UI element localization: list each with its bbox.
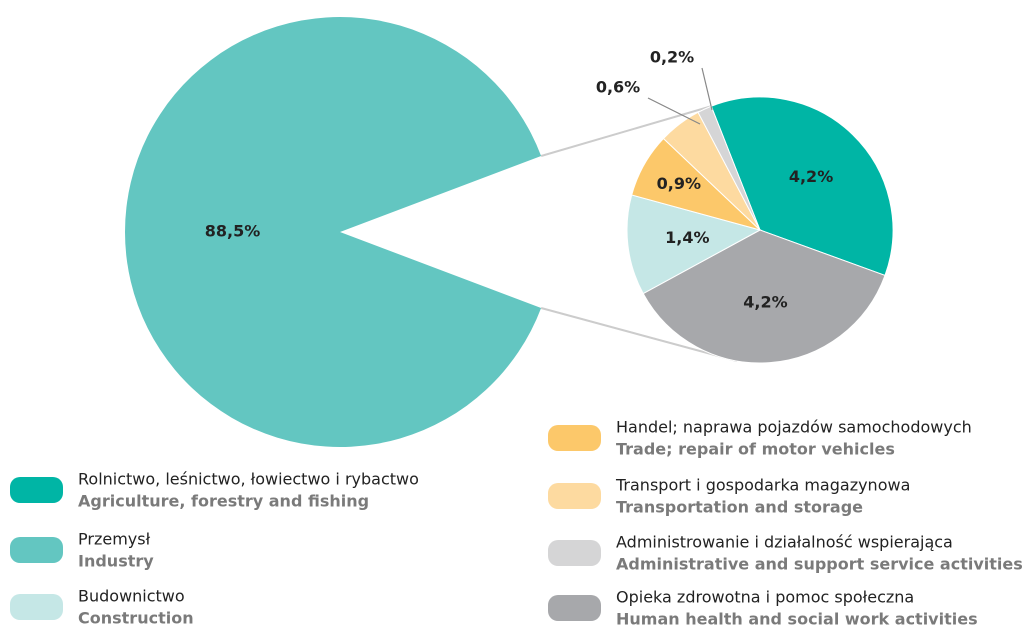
legend-label-en: Administrative and support service activ… [616,555,1022,574]
legend-label-en: Transportation and storage [616,498,863,517]
data-label: 4,2% [789,167,833,186]
legend-swatch [548,425,601,451]
legend-swatch [548,483,601,509]
legend-label: Transport i gospodarka magazynowa [615,476,910,495]
legend-label: Handel; naprawa pojazdów samochodowych [616,418,972,437]
connector [540,105,712,157]
data-label: 1,4% [665,228,709,247]
data-label: 4,2% [743,292,787,311]
data-label: 88,5% [205,222,261,241]
legend-swatch [10,594,63,620]
legend-label: Opieka zdrowotna i pomoc społeczna [616,588,914,607]
legend-label-en: Human health and social work activities [616,610,978,629]
pie-slice [125,16,542,447]
legend-swatch [10,537,63,563]
legend-label-en: Construction [78,609,194,628]
legend-label-en: Agriculture, forestry and fishing [78,492,369,511]
data-label: 0,6% [596,78,640,97]
pie-slice [642,229,886,364]
legend-label-en: Industry [78,552,154,571]
legend-swatch [548,540,601,566]
legend-label: Administrowanie i działalność wspierając… [616,533,953,552]
pie-slice [710,96,894,277]
legend-label: Rolnictwo, leśnictwo, łowiectwo i rybact… [78,470,419,489]
leader-line [647,97,701,125]
legend-label: Przemysł [78,530,151,549]
legend-swatch [10,477,63,503]
data-label: 0,9% [657,174,701,193]
legend-label-en: Trade; repair of motor vehicles [616,440,895,459]
legend-swatch [548,595,601,621]
data-label: 0,2% [650,48,694,67]
leader-line [701,67,713,111]
pie-slice [626,194,762,295]
connector [540,307,738,362]
legend-label: Budownictwo [78,587,185,606]
